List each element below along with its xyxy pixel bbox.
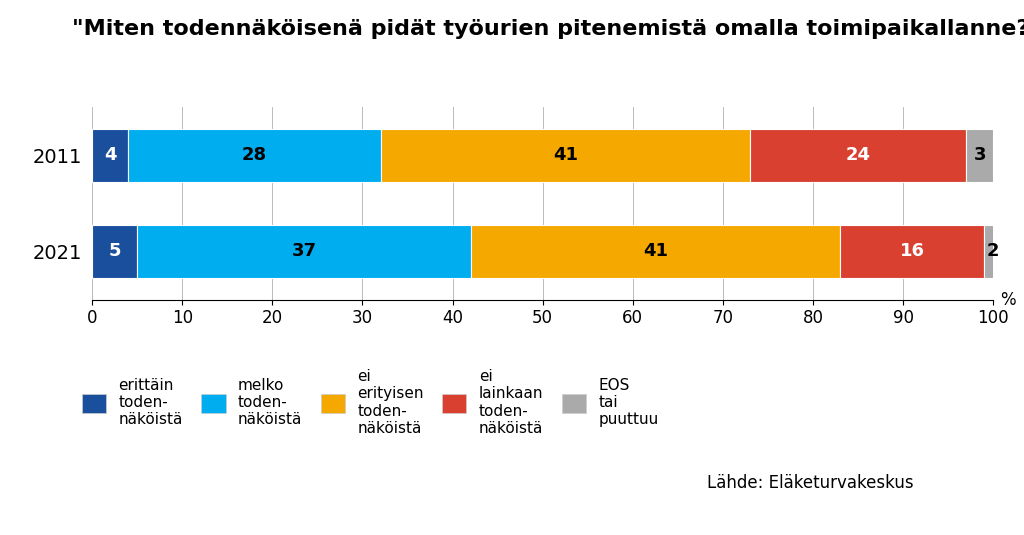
Bar bbox=[840, 225, 984, 278]
Text: 24: 24 bbox=[846, 146, 870, 164]
Text: 3: 3 bbox=[974, 146, 986, 164]
Text: 37: 37 bbox=[292, 242, 316, 261]
Text: 28: 28 bbox=[242, 146, 267, 164]
Text: 5: 5 bbox=[109, 242, 121, 261]
Text: %: % bbox=[1000, 291, 1016, 309]
Text: 41: 41 bbox=[643, 242, 668, 261]
Bar bbox=[984, 225, 1002, 278]
Text: 4: 4 bbox=[103, 146, 117, 164]
Bar bbox=[92, 129, 128, 181]
Bar bbox=[137, 225, 471, 278]
Bar bbox=[750, 129, 967, 181]
Text: 2: 2 bbox=[987, 242, 999, 261]
Text: Lähde: Eläketurvakeskus: Lähde: Eläketurvakeskus bbox=[707, 474, 913, 492]
Bar bbox=[967, 129, 993, 181]
Legend: erittäin
toden-
näköistä, melko
toden-
näköistä, ei
erityisen
toden-
näköistä, e: erittäin toden- näköistä, melko toden- n… bbox=[82, 369, 658, 436]
Bar bbox=[381, 129, 750, 181]
Text: 41: 41 bbox=[553, 146, 578, 164]
Bar bbox=[128, 129, 381, 181]
Bar bbox=[92, 225, 137, 278]
Bar bbox=[471, 225, 840, 278]
Text: 16: 16 bbox=[900, 242, 925, 261]
Text: "Miten todennäköisenä pidät työurien pitenemistä omalla toimipaikallanne?": "Miten todennäköisenä pidät työurien pit… bbox=[72, 19, 1024, 39]
